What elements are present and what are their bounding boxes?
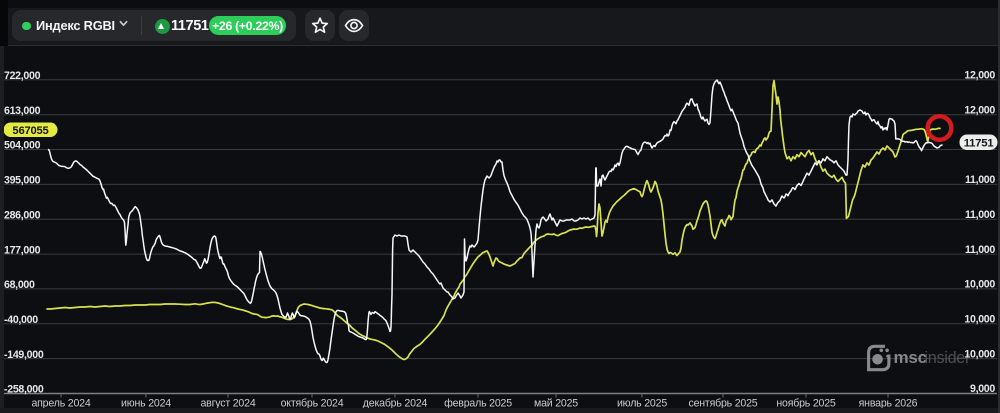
svg-text:10,000: 10,000 — [964, 314, 995, 326]
svg-text:504,000: 504,000 — [4, 140, 41, 152]
svg-text:613,000: 613,000 — [4, 105, 41, 117]
svg-text:11751: 11751 — [964, 138, 995, 150]
svg-text:10,000: 10,000 — [964, 348, 995, 360]
svg-text:286,000: 286,000 — [4, 209, 41, 221]
svg-text:июнь 2024: июнь 2024 — [121, 398, 171, 410]
svg-text:177,000: 177,000 — [4, 244, 41, 256]
svg-text:11,000: 11,000 — [965, 174, 995, 186]
svg-text:февраль 2025: февраль 2025 — [444, 398, 512, 410]
svg-text:август 2024: август 2024 — [200, 398, 255, 410]
svg-text:январь 2026: январь 2026 — [859, 398, 918, 410]
svg-text:722,000: 722,000 — [4, 70, 41, 82]
svg-text:11,000: 11,000 — [965, 209, 995, 221]
svg-text:12,000: 12,000 — [964, 104, 995, 116]
svg-text:-40,000: -40,000 — [4, 314, 38, 326]
svg-text:msc: msc — [894, 348, 927, 367]
svg-text:10,000: 10,000 — [964, 279, 995, 291]
svg-text:68,000: 68,000 — [4, 279, 35, 291]
svg-text:insider: insider — [925, 349, 971, 367]
svg-text:-149,000: -149,000 — [4, 349, 44, 361]
svg-text:октябрь 2024: октябрь 2024 — [281, 398, 344, 410]
svg-text:9,000: 9,000 — [970, 383, 995, 395]
svg-text:май 2025: май 2025 — [534, 398, 578, 410]
svg-text:декабрь 2024: декабрь 2024 — [363, 398, 428, 410]
svg-text:июль 2025: июль 2025 — [617, 398, 667, 410]
svg-text:ноябрь 2025: ноябрь 2025 — [776, 398, 836, 410]
svg-text:11,000: 11,000 — [965, 244, 995, 256]
svg-text:апрель 2024: апрель 2024 — [31, 398, 90, 410]
svg-text:395,000: 395,000 — [4, 175, 41, 187]
svg-text:12,000: 12,000 — [964, 70, 995, 82]
svg-text:567055: 567055 — [12, 125, 48, 137]
svg-text:-258,000: -258,000 — [4, 384, 44, 396]
svg-text:сентябрь 2025: сентябрь 2025 — [688, 398, 757, 410]
